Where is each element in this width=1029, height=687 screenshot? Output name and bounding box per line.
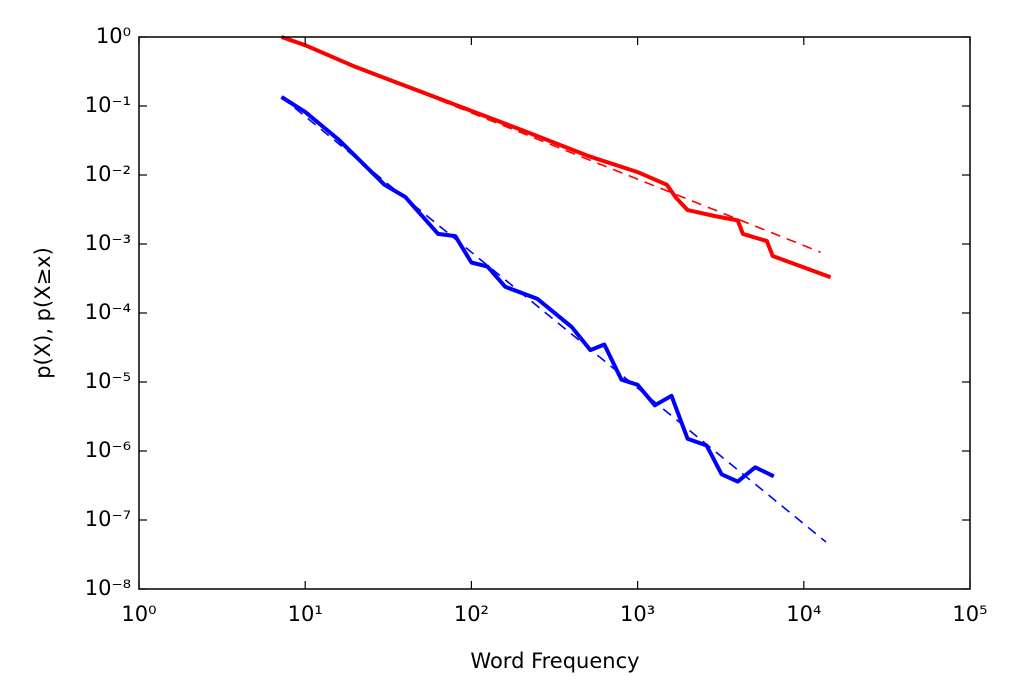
y-tick-label: 10⁻⁵ [85,369,131,393]
y-tick-label: 10⁻¹ [85,93,131,117]
y-tick-label: 10⁻⁶ [85,438,131,462]
y-axis-label: p(X), p(X≥x) [31,247,55,379]
y-tick-label: 10⁻⁴ [85,300,131,324]
x-tick-label: 10⁵ [952,602,987,626]
x-tick-label: 10³ [620,602,655,626]
x-tick-label: 10⁴ [786,602,821,626]
series-line [280,35,832,280]
x-tick-label: 10² [454,602,489,626]
y-tick-label: 10⁻² [85,162,131,186]
series-line [280,95,775,484]
x-axis-label: Word Frequency [470,649,639,673]
series-line [280,96,827,543]
series-line [281,36,821,253]
y-tick-label: 10⁰ [96,24,131,48]
x-tick-label: 10⁰ [121,602,156,626]
y-tick-label: 10⁻⁸ [85,576,131,600]
y-tick-label: 10⁻³ [85,231,131,255]
y-tick-label: 10⁻⁷ [85,507,131,531]
x-tick-label: 10¹ [288,602,323,626]
